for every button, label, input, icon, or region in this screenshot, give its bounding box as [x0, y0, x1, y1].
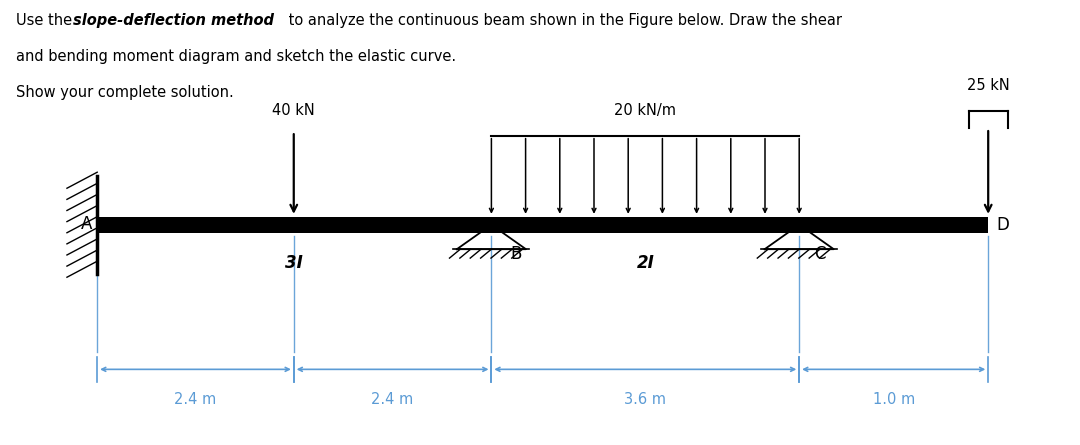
Text: D: D	[997, 216, 1010, 234]
Circle shape	[478, 219, 504, 230]
Text: 20 kN/m: 20 kN/m	[615, 103, 676, 118]
Text: 3I: 3I	[285, 254, 303, 271]
Text: to analyze the continuous beam shown in the Figure below. Draw the shear: to analyze the continuous beam shown in …	[284, 13, 842, 28]
Text: Show your complete solution.: Show your complete solution.	[16, 85, 234, 100]
Text: and bending moment diagram and sketch the elastic curve.: and bending moment diagram and sketch th…	[16, 49, 457, 64]
Text: 2.4 m: 2.4 m	[174, 392, 217, 408]
Text: A: A	[80, 215, 92, 233]
Text: 2.4 m: 2.4 m	[372, 392, 414, 408]
Text: B: B	[511, 245, 523, 263]
Text: 3.6 m: 3.6 m	[624, 392, 666, 408]
Text: 40 kN: 40 kN	[272, 103, 315, 118]
Text: 1.0 m: 1.0 m	[873, 392, 915, 408]
Bar	[97, 217, 988, 233]
Circle shape	[786, 219, 812, 230]
Text: 2I: 2I	[636, 254, 654, 271]
Text: slope-deflection method: slope-deflection method	[73, 13, 274, 28]
Text: Use the: Use the	[16, 13, 77, 28]
Text: C: C	[814, 245, 826, 263]
Text: 25 kN: 25 kN	[967, 78, 1010, 93]
